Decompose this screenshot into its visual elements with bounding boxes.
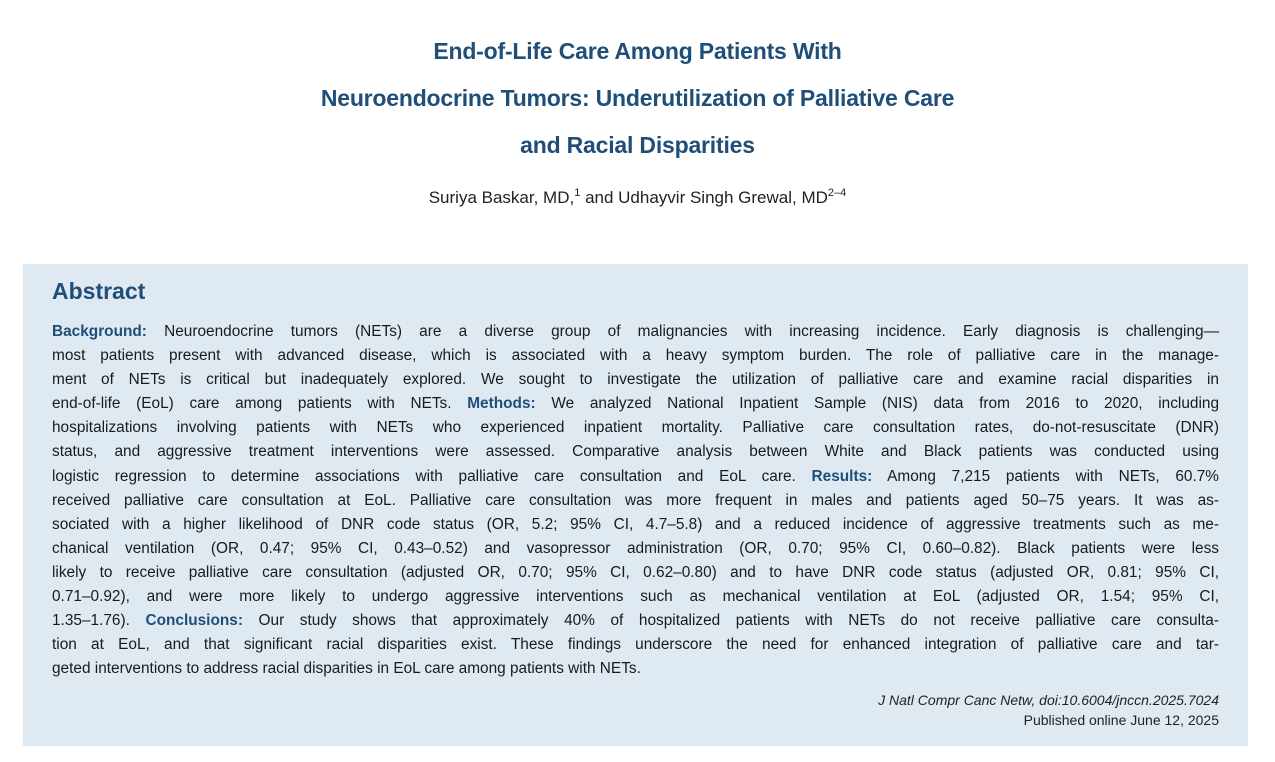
abstract-text: end-of-life (EoL) care among patients wi… bbox=[52, 395, 468, 413]
author-2: Udhayvir Singh Grewal, MD bbox=[618, 188, 828, 207]
abstract-line: hospitalizations involving patients with… bbox=[52, 419, 1219, 437]
author-conjunction: and bbox=[580, 188, 619, 207]
abstract-heading: Abstract bbox=[52, 278, 146, 304]
results-label: Results: bbox=[811, 467, 873, 485]
article-title: End-of-Life Care Among Patients With Neu… bbox=[0, 28, 1275, 169]
title-line-3: and Racial Disparities bbox=[520, 132, 755, 158]
abstract-text: We analyzed National Inpatient Sample (N… bbox=[535, 395, 1220, 413]
abstract-line: 0.71–0.92), and were more likely to unde… bbox=[52, 588, 1219, 606]
abstract-text: Among 7,215 patients with NETs, 60.7% bbox=[872, 467, 1219, 485]
abstract-text: logistic regression to determine associa… bbox=[52, 467, 812, 485]
conclusions-label: Conclusions: bbox=[145, 612, 243, 630]
author-1-affiliation: 1 bbox=[574, 187, 581, 199]
publication-date: Published online June 12, 2025 bbox=[1023, 712, 1219, 728]
title-line-1: End-of-Life Care Among Patients With bbox=[433, 38, 842, 64]
abstract-line: received palliative care consultation at… bbox=[52, 491, 1219, 509]
abstract-line: geted interventions to address racial di… bbox=[52, 660, 641, 678]
abstract-text: 1.35–1.76). bbox=[52, 612, 146, 630]
abstract-line: 1.35–1.76). Conclusions: Our study shows… bbox=[52, 609, 1219, 633]
abstract-line: likely to receive palliative care consul… bbox=[52, 563, 1219, 581]
title-line-2: Neuroendocrine Tumors: Underutilization … bbox=[320, 85, 955, 111]
abstract-line: ment of NETs is critical but inadequatel… bbox=[52, 371, 1219, 389]
methods-label: Methods: bbox=[467, 395, 536, 413]
citation: J Natl Compr Canc Netw, doi:10.6004/jncc… bbox=[878, 690, 1219, 730]
abstract-line: tion at EoL, and that significant racial… bbox=[52, 636, 1219, 654]
abstract-body: Background: Neuroendocrine tumors (NETs)… bbox=[52, 320, 1219, 681]
author-list: Suriya Baskar, MD,1 and Udhayvir Singh G… bbox=[0, 188, 1275, 208]
abstract-line: most patients present with advanced dise… bbox=[52, 347, 1219, 365]
abstract-box: Abstract Background: Neuroendocrine tumo… bbox=[23, 264, 1248, 746]
abstract-line: logistic regression to determine associa… bbox=[52, 465, 1219, 489]
abstract-text: Neuroendocrine tumors (NETs) are a diver… bbox=[146, 323, 1219, 340]
abstract-text: Our study shows that approximately 40% o… bbox=[242, 612, 1219, 630]
background-label: Background: bbox=[52, 323, 147, 340]
journal-citation: J Natl Compr Canc Netw, doi:10.6004/jncc… bbox=[878, 692, 1219, 708]
abstract-line: sociated with a higher likelihood of DNR… bbox=[52, 515, 1219, 533]
abstract-line: chanical ventilation (OR, 0.47; 95% CI, … bbox=[52, 539, 1219, 557]
abstract-line: end-of-life (EoL) care among patients wi… bbox=[52, 392, 1219, 416]
abstract-line: status, and aggressive treatment interve… bbox=[52, 443, 1219, 461]
abstract-line: Background: Neuroendocrine tumors (NETs)… bbox=[52, 320, 1219, 344]
author-2-affiliation: 2–4 bbox=[827, 187, 847, 199]
author-1: Suriya Baskar, MD, bbox=[428, 188, 575, 207]
